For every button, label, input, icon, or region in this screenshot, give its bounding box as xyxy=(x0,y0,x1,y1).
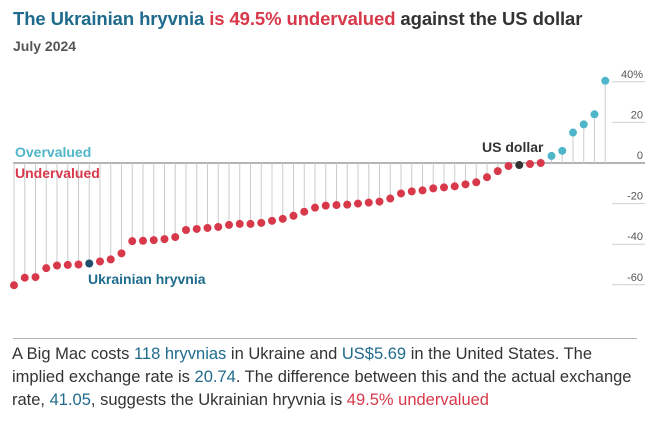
data-point-35 xyxy=(386,194,395,203)
summary-price-local: 118 hryvnias xyxy=(133,345,227,363)
summary-s1: A Big Mac costs xyxy=(12,345,134,363)
data-point-39 xyxy=(429,184,438,193)
data-point-33 xyxy=(364,198,373,207)
data-point-38 xyxy=(418,186,427,195)
data-point-21 xyxy=(235,219,244,228)
summary-valuation: 49.5% undervalued xyxy=(346,391,489,409)
data-point-41 xyxy=(450,182,459,191)
data-point-8 xyxy=(96,257,104,266)
data-point-7 xyxy=(85,259,94,268)
data-point-31 xyxy=(343,200,352,209)
data-point-20 xyxy=(225,220,233,229)
data-point-11 xyxy=(128,237,137,246)
title-against: against the US dollar xyxy=(395,8,583,29)
data-point-40 xyxy=(440,183,448,192)
stems xyxy=(13,80,606,286)
summary-s5: , suggests the Ukrainian hryvnia is xyxy=(90,391,347,409)
data-point-12 xyxy=(139,236,147,245)
data-point-22 xyxy=(246,219,255,228)
data-point-54 xyxy=(590,110,599,119)
data-point-28 xyxy=(311,203,319,212)
data-point-25 xyxy=(278,214,287,223)
chart-title: The Ukrainian hryvnia is 49.5% undervalu… xyxy=(13,8,582,30)
data-point-47 xyxy=(515,161,524,170)
title-valuation: is 49.5% undervalued xyxy=(204,8,396,29)
data-point-2 xyxy=(31,273,40,282)
title-currency: The Ukrainian hryvnia xyxy=(13,8,205,29)
undervalued-label: Undervalued xyxy=(15,165,100,181)
data-point-24 xyxy=(268,216,276,225)
data-point-13 xyxy=(149,236,158,245)
y-tick-label: -60 xyxy=(627,272,643,284)
data-point-26 xyxy=(289,211,298,220)
chart-area: 40% 20 0 -20 -40 -60 Overvalued Undervalued U… xyxy=(10,69,645,290)
annotations: Overvalued Undervalued Ukrainian hryvnia… xyxy=(15,139,544,287)
data-point-36 xyxy=(397,189,405,198)
summary-actual-rate: 41.05 xyxy=(49,391,91,409)
summary-s3: in the United States. The implied exchan… xyxy=(12,345,593,386)
summary-text: A Big Mac costs 118 hryvnias in Ukraine … xyxy=(12,343,642,412)
y-tick-label: 0 xyxy=(637,150,643,162)
y-tick-label: -20 xyxy=(627,191,643,203)
data-point-5 xyxy=(63,260,72,269)
data-point-55 xyxy=(601,76,610,85)
divider xyxy=(13,338,637,339)
data-point-37 xyxy=(407,187,416,196)
data-point-16 xyxy=(182,225,190,234)
data-point-6 xyxy=(74,260,83,269)
data-point-53 xyxy=(579,120,588,129)
overvalued-label: Overvalued xyxy=(15,144,91,160)
data-point-50 xyxy=(547,151,556,160)
y-tick-labels: 40% 20 0 -20 -40 -60 xyxy=(621,69,643,284)
gridlines xyxy=(13,81,645,286)
summary-price-us: US$5.69 xyxy=(341,345,407,363)
data-point-10 xyxy=(117,249,126,258)
data-point-49 xyxy=(536,159,545,167)
hryvnia-label: Ukrainian hryvnia xyxy=(88,271,206,287)
data-point-27 xyxy=(300,207,309,216)
data-point-42 xyxy=(461,180,470,189)
data-point-4 xyxy=(53,261,61,270)
y-tick-label: 40% xyxy=(621,69,643,81)
data-point-23 xyxy=(257,218,266,227)
data-point-14 xyxy=(160,235,169,244)
summary-s2: in Ukraine and xyxy=(226,345,342,363)
data-point-19 xyxy=(214,222,223,231)
data-point-17 xyxy=(192,224,201,233)
data-point-46 xyxy=(504,162,513,171)
y-tick-label: -40 xyxy=(627,231,643,243)
data-point-45 xyxy=(493,167,502,176)
data-point-3 xyxy=(42,264,51,273)
data-point-51 xyxy=(558,146,567,155)
y-tick-label: 20 xyxy=(631,109,643,121)
data-point-44 xyxy=(483,173,491,182)
data-point-32 xyxy=(354,199,362,208)
data-point-18 xyxy=(203,223,212,232)
data-point-30 xyxy=(332,201,341,210)
data-point-9 xyxy=(106,255,115,264)
data-point-15 xyxy=(171,233,180,242)
chart-subtitle: July 2024 xyxy=(13,38,77,54)
dollar-label: US dollar xyxy=(482,139,544,155)
data-point-43 xyxy=(472,178,481,187)
data-point-29 xyxy=(321,201,330,210)
summary-implied-rate: 20.74 xyxy=(194,368,236,386)
data-point-52 xyxy=(569,128,577,137)
data-point-0 xyxy=(10,281,18,290)
data-points xyxy=(10,76,610,290)
data-point-34 xyxy=(375,197,384,206)
summary-s4: . The difference between this and the ac… xyxy=(12,368,632,409)
data-point-48 xyxy=(526,160,534,169)
data-point-1 xyxy=(20,273,29,282)
